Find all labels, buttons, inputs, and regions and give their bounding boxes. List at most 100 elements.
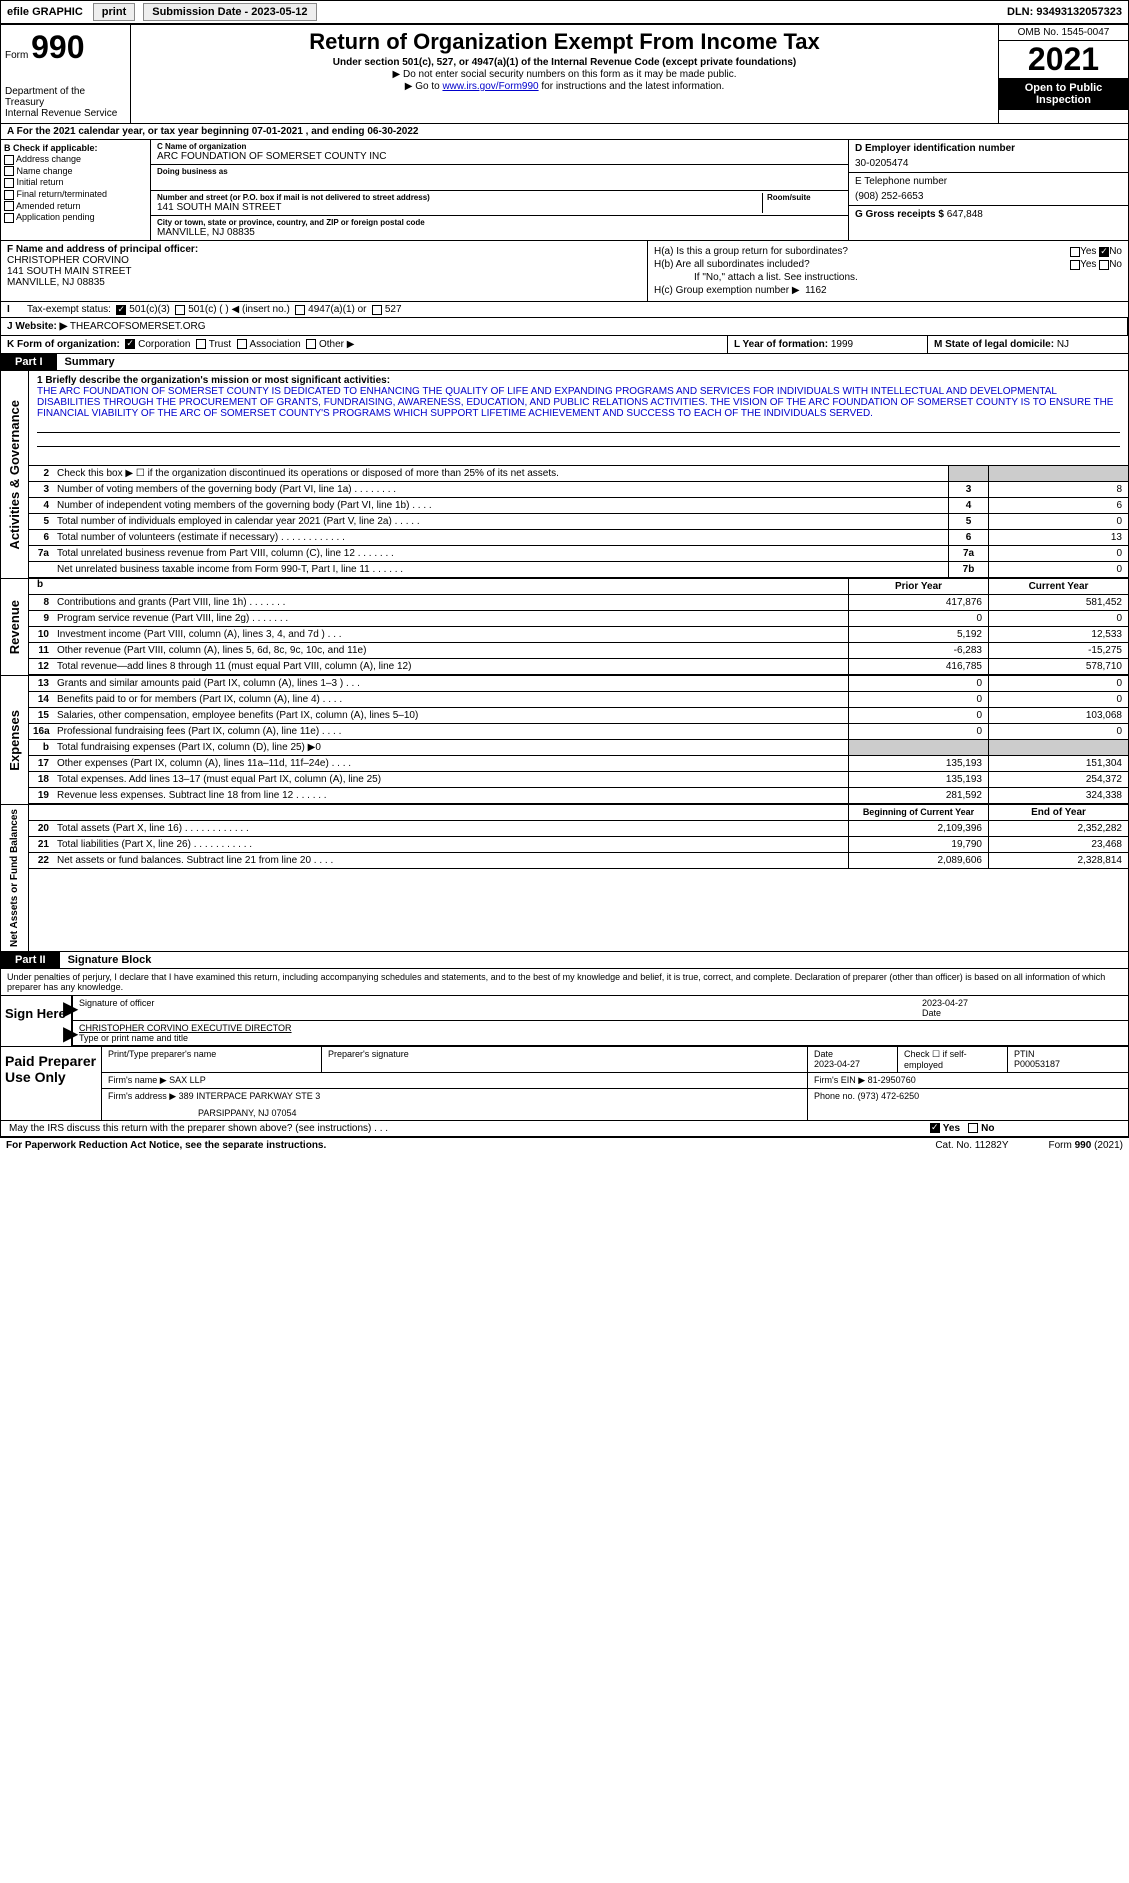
row-j-website: J Website: ▶ THEARCOFSOMERSET.ORG (1, 318, 1128, 336)
officer-name: CHRISTOPHER CORVINO (7, 255, 641, 266)
table-row: 13Grants and similar amounts paid (Part … (29, 676, 1128, 692)
firm-city: PARSIPPANY, NJ 07054 (108, 1102, 801, 1118)
perjury-statement: Under penalties of perjury, I declare th… (1, 969, 1128, 996)
table-row: 2Check this box ▶ ☐ if the organization … (29, 466, 1128, 482)
revenue-section: Revenue b Prior Year Current Year 8Contr… (1, 579, 1128, 676)
print-button[interactable]: print (93, 3, 135, 21)
ptin: P00053187 (1014, 1059, 1122, 1069)
dba (157, 176, 842, 188)
arrow-icon: ▶ (63, 1021, 78, 1046)
mission-block: 1 Briefly describe the organization's mi… (29, 371, 1128, 466)
table-row: 15Salaries, other compensation, employee… (29, 708, 1128, 724)
name-change-checkbox[interactable] (4, 166, 14, 176)
sign-here-section: Sign Here ▶ Signature of officer 2023-04… (1, 996, 1128, 1047)
hb-yes-checkbox[interactable] (1070, 260, 1080, 270)
net-side-label: Net Assets or Fund Balances (7, 805, 22, 951)
table-row: 21Total liabilities (Part X, line 26) . … (29, 837, 1128, 853)
assoc-checkbox[interactable] (237, 339, 247, 349)
final-return-checkbox[interactable] (4, 190, 14, 200)
discuss-yes-checkbox[interactable] (930, 1123, 940, 1133)
ha-yes-checkbox[interactable] (1070, 247, 1080, 257)
expenses-section: Expenses 13Grants and similar amounts pa… (1, 676, 1128, 805)
501c3-checkbox[interactable] (116, 305, 126, 315)
sign-date: 2023-04-27 (922, 998, 1122, 1008)
year-formation: 1999 (831, 339, 853, 350)
mission-text: THE ARC FOUNDATION OF SOMERSET COUNTY IS… (37, 386, 1120, 419)
table-row: 9Program service revenue (Part VIII, lin… (29, 611, 1128, 627)
gross-receipts: 647,848 (947, 209, 983, 220)
hb-no-checkbox[interactable] (1099, 260, 1109, 270)
dln-label: DLN: 93493132057323 (1001, 4, 1128, 20)
irs-link[interactable]: www.irs.gov/Form990 (442, 81, 538, 92)
form-container: Form 990 Department of the Treasury Inte… (0, 24, 1129, 1138)
other-checkbox[interactable] (306, 339, 316, 349)
section-bcd: B Check if applicable: Address change Na… (1, 140, 1128, 241)
rev-side-label: Revenue (5, 596, 24, 658)
col-c-org-info: C Name of organization ARC FOUNDATION OF… (151, 140, 848, 240)
table-row: 20Total assets (Part X, line 16) . . . .… (29, 821, 1128, 837)
omb-label: OMB No. 1545-0047 (999, 25, 1128, 41)
col-f-officer: F Name and address of principal officer:… (1, 241, 648, 301)
table-row: 16aProfessional fundraising fees (Part I… (29, 724, 1128, 740)
dept-label: Department of the Treasury (5, 66, 126, 108)
row-fh: F Name and address of principal officer:… (1, 241, 1128, 302)
corp-checkbox[interactable] (125, 339, 135, 349)
table-row: bTotal fundraising expenses (Part IX, co… (29, 740, 1128, 756)
col-b-checkboxes: B Check if applicable: Address change Na… (1, 140, 151, 240)
table-row: 8Contributions and grants (Part VIII, li… (29, 595, 1128, 611)
part2-header: Part II Signature Block (1, 952, 1128, 969)
table-row: 10Investment income (Part VIII, column (… (29, 627, 1128, 643)
table-row: 11Other revenue (Part VIII, column (A), … (29, 643, 1128, 659)
initial-return-checkbox[interactable] (4, 178, 14, 188)
org-name: ARC FOUNDATION OF SOMERSET COUNTY INC (157, 151, 842, 162)
group-exemption-num: 1162 (805, 285, 827, 296)
officer-sig-name: CHRISTOPHER CORVINO EXECUTIVE DIRECTOR (79, 1023, 1122, 1033)
row-k-form-org: K Form of organization: Corporation Trus… (1, 336, 1128, 354)
addr-change-checkbox[interactable] (4, 155, 14, 165)
amended-return-checkbox[interactable] (4, 201, 14, 211)
table-row: 18Total expenses. Add lines 13–17 (must … (29, 772, 1128, 788)
submission-date-button[interactable]: Submission Date - 2023-05-12 (143, 3, 316, 21)
arrow-icon: ▶ (63, 996, 78, 1021)
form-sub3: ▶ Go to www.irs.gov/Form990 for instruct… (139, 81, 990, 92)
table-row: 3Number of voting members of the governi… (29, 482, 1128, 498)
table-row: 17Other expenses (Part IX, column (A), l… (29, 756, 1128, 772)
irs-label: Internal Revenue Service (5, 108, 126, 119)
form-word: Form (5, 50, 28, 61)
row-i-tax-exempt: I Tax-exempt status: 501(c)(3) 501(c) ( … (1, 302, 1128, 318)
exp-side-label: Expenses (5, 706, 24, 775)
form-number: 990 (31, 29, 84, 65)
tax-year: 2021 (999, 41, 1128, 78)
firm-ein: 81-2950760 (868, 1075, 916, 1085)
table-row: 12Total revenue—add lines 8 through 11 (… (29, 659, 1128, 675)
form-sub2: ▶ Do not enter social security numbers o… (139, 69, 990, 80)
activities-governance-section: Activities & Governance 1 Briefly descri… (1, 371, 1128, 579)
table-row: Net unrelated business taxable income fr… (29, 562, 1128, 578)
firm-addr: 389 INTERPACE PARKWAY STE 3 (179, 1091, 321, 1101)
ha-no-checkbox[interactable] (1099, 247, 1109, 257)
street-address: 141 SOUTH MAIN STREET (157, 202, 762, 213)
firm-phone: (973) 472-6250 (858, 1091, 920, 1101)
part1-header: Part I Summary (1, 354, 1128, 371)
inspection-badge: Open to Public Inspection (999, 78, 1128, 110)
ag-side-label: Activities & Governance (5, 396, 24, 554)
officer-addr: 141 SOUTH MAIN STREET (7, 266, 641, 277)
website-value: THEARCOFSOMERSET.ORG (70, 321, 206, 332)
table-row: 22Net assets or fund balances. Subtract … (29, 853, 1128, 869)
prep-date: 2023-04-27 (814, 1059, 891, 1069)
table-row: 7aTotal unrelated business revenue from … (29, 546, 1128, 562)
4947-checkbox[interactable] (295, 305, 305, 315)
527-checkbox[interactable] (372, 305, 382, 315)
discuss-no-checkbox[interactable] (968, 1123, 978, 1133)
state-domicile: NJ (1057, 339, 1069, 350)
table-row: 4Number of independent voting members of… (29, 498, 1128, 514)
form-sub1: Under section 501(c), 527, or 4947(a)(1)… (139, 57, 990, 68)
trust-checkbox[interactable] (196, 339, 206, 349)
table-row: 5Total number of individuals employed in… (29, 514, 1128, 530)
501c-checkbox[interactable] (175, 305, 185, 315)
form-header: Form 990 Department of the Treasury Inte… (1, 25, 1128, 124)
efile-label: efile GRAPHIC (1, 4, 89, 20)
table-row: 14Benefits paid to or for members (Part … (29, 692, 1128, 708)
officer-city: MANVILLE, NJ 08835 (7, 277, 641, 288)
app-pending-checkbox[interactable] (4, 213, 14, 223)
